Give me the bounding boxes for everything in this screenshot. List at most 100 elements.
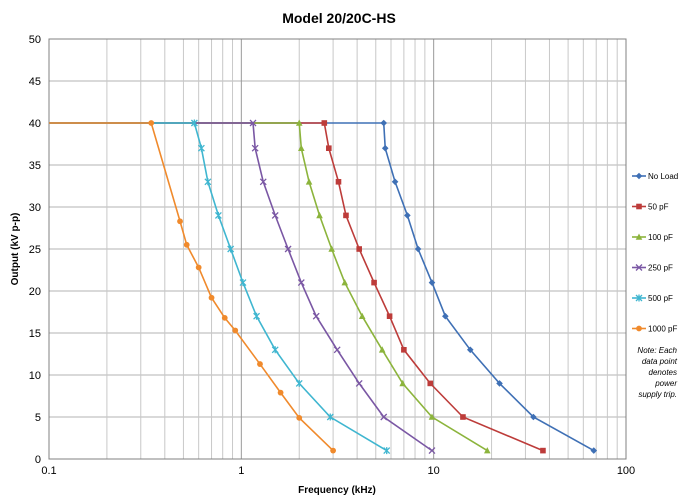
note-line: supply trip.: [638, 390, 677, 399]
data-point: [442, 312, 449, 320]
data-point: [321, 120, 328, 126]
legend-marker: [635, 294, 643, 302]
y-tick-label: 10: [29, 370, 41, 382]
y-tick-label: 35: [29, 160, 41, 172]
legend-item: No Load: [632, 172, 678, 181]
legend-label: 1000 pF: [648, 325, 677, 334]
legend-item: 250 pF: [632, 264, 673, 273]
data-point: [208, 294, 215, 301]
data-point: [148, 120, 155, 126]
legend-marker: [635, 172, 643, 180]
y-tick-label: 5: [35, 412, 41, 424]
data-point: [380, 413, 388, 421]
data-point: [295, 379, 303, 387]
data-point: [177, 218, 183, 225]
data-point: [195, 264, 202, 271]
data-point: [316, 211, 323, 219]
data-point: [204, 178, 212, 186]
data-point: [257, 361, 263, 367]
data-point: [239, 279, 247, 287]
y-tick-label: 20: [29, 286, 41, 298]
legend-marker: [635, 264, 643, 271]
data-point: [335, 179, 342, 185]
series-500-pf: [49, 119, 391, 455]
note-line: Note: Each: [637, 346, 677, 355]
y-tick-label: 0: [35, 454, 41, 466]
legend-label: 500 pF: [648, 294, 673, 303]
data-point: [371, 279, 377, 286]
series-layer: [49, 119, 598, 455]
data-point: [328, 245, 335, 252]
legend-marker: [636, 325, 642, 332]
data-point: [284, 245, 292, 253]
data-point: [391, 178, 399, 186]
x-tick-label: 1: [238, 465, 244, 477]
data-point: [483, 447, 491, 454]
note: Note: Each data point denotes power supply t…: [637, 346, 677, 399]
data-point: [383, 447, 391, 455]
data-point: [540, 447, 546, 454]
y-tick-label: 25: [29, 244, 41, 256]
data-point: [277, 389, 284, 396]
series-line: [49, 122, 544, 452]
note-line: denotes: [649, 368, 677, 377]
data-point: [343, 212, 349, 219]
data-point: [305, 178, 313, 185]
data-point: [253, 312, 261, 320]
data-point: [251, 144, 259, 152]
plot-area: [48, 38, 627, 460]
data-point: [590, 447, 598, 454]
data-point: [227, 245, 235, 253]
legend-item: 100 pF: [632, 233, 673, 242]
data-point: [297, 144, 305, 151]
data-point: [295, 119, 303, 126]
grid: [49, 38, 626, 460]
data-point: [380, 119, 388, 127]
data-point: [297, 279, 305, 287]
data-point: [214, 211, 222, 219]
data-point: [333, 346, 341, 354]
data-point: [326, 145, 332, 151]
y-tick-label: 30: [29, 202, 41, 214]
data-point: [341, 279, 349, 286]
legend-item: 1000 pF: [632, 325, 677, 334]
axis-ticks: 0 5 10 15 20 25 30 35 40 45 50 0.1 1 10 100: [29, 34, 635, 477]
note-line: power: [654, 379, 677, 388]
y-tick-label: 40: [29, 118, 41, 130]
data-point: [356, 246, 362, 252]
series-1000-pf: [49, 120, 336, 454]
data-point: [428, 447, 436, 455]
y-axis-title: Output (kV p-p): [10, 213, 21, 286]
data-point: [271, 211, 279, 219]
data-point: [190, 119, 198, 127]
legend: No Load 50 pF 100 pF 250 pF 500 pF 1000 pF: [632, 172, 678, 334]
data-point: [414, 245, 422, 253]
data-point: [326, 413, 334, 421]
data-point: [312, 312, 320, 320]
series-line: [49, 122, 595, 452]
legend-label: 50 pF: [648, 203, 669, 212]
data-point: [399, 379, 406, 387]
data-point: [355, 379, 363, 387]
data-point: [381, 144, 389, 152]
data-point: [197, 144, 205, 152]
data-point: [221, 314, 228, 321]
data-point: [330, 447, 336, 454]
data-point: [358, 312, 366, 319]
x-tick-label: 10: [428, 465, 440, 477]
data-point: [271, 346, 279, 354]
legend-label: No Load: [648, 172, 678, 181]
data-point: [428, 413, 436, 420]
legend-label: 250 pF: [648, 264, 673, 273]
data-point: [401, 347, 407, 353]
series-100-pf: [49, 119, 491, 454]
data-point: [466, 346, 474, 354]
legend-item: 50 pF: [632, 203, 669, 212]
data-point: [249, 119, 257, 127]
y-tick-label: 45: [29, 76, 41, 88]
data-point: [404, 212, 411, 219]
series-250-pf: [49, 119, 436, 455]
legend-marker: [636, 203, 642, 210]
series-line: [49, 122, 488, 452]
